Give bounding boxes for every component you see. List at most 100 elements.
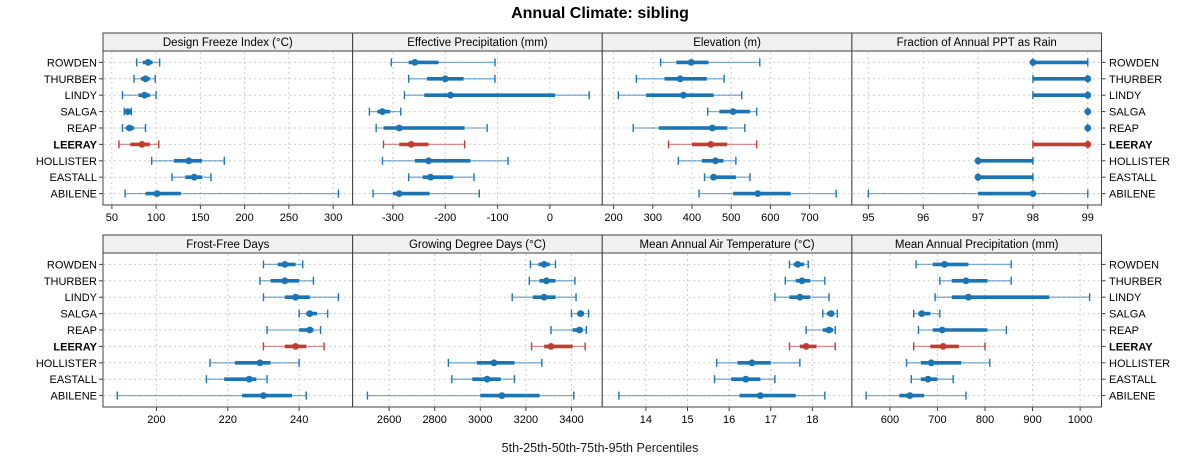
panel-design-freeze-index-c: Design Freeze Index (°C) 50 100 150 200 250 30… [99, 32, 354, 224]
station-label-right: EASTALL [1109, 172, 1157, 184]
median-dot [1084, 75, 1092, 83]
median-dot [707, 141, 715, 148]
x-tick-label: 98 [1027, 212, 1039, 224]
strip-title: Design Freeze Index (°C) [163, 37, 293, 49]
x-tick-label: 96 [917, 212, 929, 224]
median-dot [292, 293, 299, 301]
median-dot [708, 124, 716, 132]
x-tick-label: -100 [487, 212, 509, 224]
x-tick-label: 17 [765, 414, 777, 426]
station-label-left: HOLLISTER [36, 156, 97, 168]
x-tick-label: 400 [683, 212, 701, 224]
station-label-right: THURBER [1109, 74, 1162, 86]
median-dot [540, 293, 548, 301]
x-tick-label: 2600 [377, 414, 401, 426]
median-dot [1084, 91, 1092, 99]
x-tick-label: 99 [1082, 212, 1094, 224]
median-dot [138, 141, 146, 148]
median-dot [794, 261, 802, 268]
x-tick-label: 500 [722, 212, 740, 224]
x-tick-label: -200 [434, 212, 456, 224]
median-dot [395, 190, 403, 198]
median-dot [918, 310, 926, 317]
x-tick-label: 300 [644, 212, 662, 224]
x-tick-label: 18 [806, 414, 818, 426]
median-dot [802, 343, 810, 350]
median-dot [379, 108, 386, 115]
strip-title: Frost-Free Days [186, 239, 269, 251]
median-dot [427, 173, 435, 181]
x-tick-label: 240 [290, 414, 308, 426]
median-dot [1084, 108, 1092, 115]
station-label-left: LEERAY [53, 139, 97, 151]
median-dot [924, 375, 932, 383]
figure-title: Annual Climate: sibling [511, 5, 689, 22]
median-dot [756, 392, 764, 399]
median-dot [153, 190, 161, 198]
station-label-right: ROWDEN [1109, 259, 1159, 271]
median-dot [1084, 124, 1092, 132]
median-dot [498, 392, 506, 399]
station-label-right: HOLLISTER [1109, 358, 1170, 370]
strip-header [851, 234, 1102, 254]
station-label-right: REAP [1109, 325, 1139, 337]
median-dot [245, 375, 253, 383]
median-dot [1029, 190, 1037, 198]
station-label-right: LEERAY [1109, 341, 1153, 353]
x-tick-label: 700 [928, 414, 946, 426]
median-dot [395, 124, 403, 132]
x-tick-label: 100 [147, 212, 165, 224]
station-label-left: ROWDEN [47, 259, 97, 271]
median-dot [754, 190, 762, 198]
station-label-right: SALGA [1109, 309, 1146, 321]
median-dot [939, 343, 947, 350]
median-dot [974, 157, 982, 165]
x-tick-label: 50 [106, 212, 118, 224]
median-dot [906, 392, 914, 399]
percentiles-caption: 5th-25th-50th-75th-95th Percentiles [501, 441, 699, 455]
station-label-left: HOLLISTER [36, 358, 97, 370]
x-tick-label: 900 [1023, 414, 1041, 426]
median-dot [292, 343, 299, 350]
x-tick-label: 2800 [422, 414, 446, 426]
x-tick-label: 200 [235, 212, 253, 224]
median-dot [447, 91, 454, 99]
panel-mean-annual-precipitation-mm: Mean Annual Precipitation (mm) 600 700 800 9… [851, 234, 1106, 426]
median-dot [425, 157, 432, 165]
x-tick-label: 600 [881, 414, 899, 426]
median-dot [729, 108, 737, 115]
station-label-left: SALGA [60, 107, 97, 119]
station-label-right: LINDY [1109, 90, 1142, 102]
x-tick-label: 220 [219, 414, 237, 426]
x-tick-label: 600 [761, 212, 779, 224]
panel-fraction-of-annual-ppt-as-rain: Fraction of Annual PPT as Rain 95 96 97 98 99 [851, 32, 1106, 224]
median-dot [542, 277, 550, 285]
station-label-right: SALGA [1109, 107, 1146, 119]
median-dot [1084, 141, 1092, 148]
x-tick-label: 3200 [514, 414, 538, 426]
x-tick-label: 150 [191, 212, 209, 224]
median-dot [742, 375, 750, 383]
median-dot [256, 359, 264, 367]
panel-elevation-m: Elevation (m) 200 300 400 500 600 700 [601, 32, 853, 224]
median-dot [144, 59, 152, 66]
median-dot [964, 293, 972, 301]
median-dot [710, 173, 717, 181]
x-tick-label: 1000 [1068, 414, 1092, 426]
station-label-left: ROWDEN [47, 57, 97, 69]
median-dot [687, 59, 695, 66]
median-dot [576, 326, 583, 334]
median-dot [974, 173, 982, 181]
median-dot [185, 157, 193, 165]
median-dot [281, 261, 289, 268]
median-dot [577, 310, 584, 317]
panel-growing-degree-days-c: Growing Degree Days (°C) 2600 2800 3000 3200… [352, 234, 603, 426]
median-dot [411, 59, 419, 66]
x-tick-label: 300 [324, 212, 342, 224]
median-dot [306, 310, 314, 317]
station-label-right: LEERAY [1109, 139, 1153, 151]
station-label-left: LINDY [65, 292, 98, 304]
x-tick-label: 3400 [559, 414, 583, 426]
